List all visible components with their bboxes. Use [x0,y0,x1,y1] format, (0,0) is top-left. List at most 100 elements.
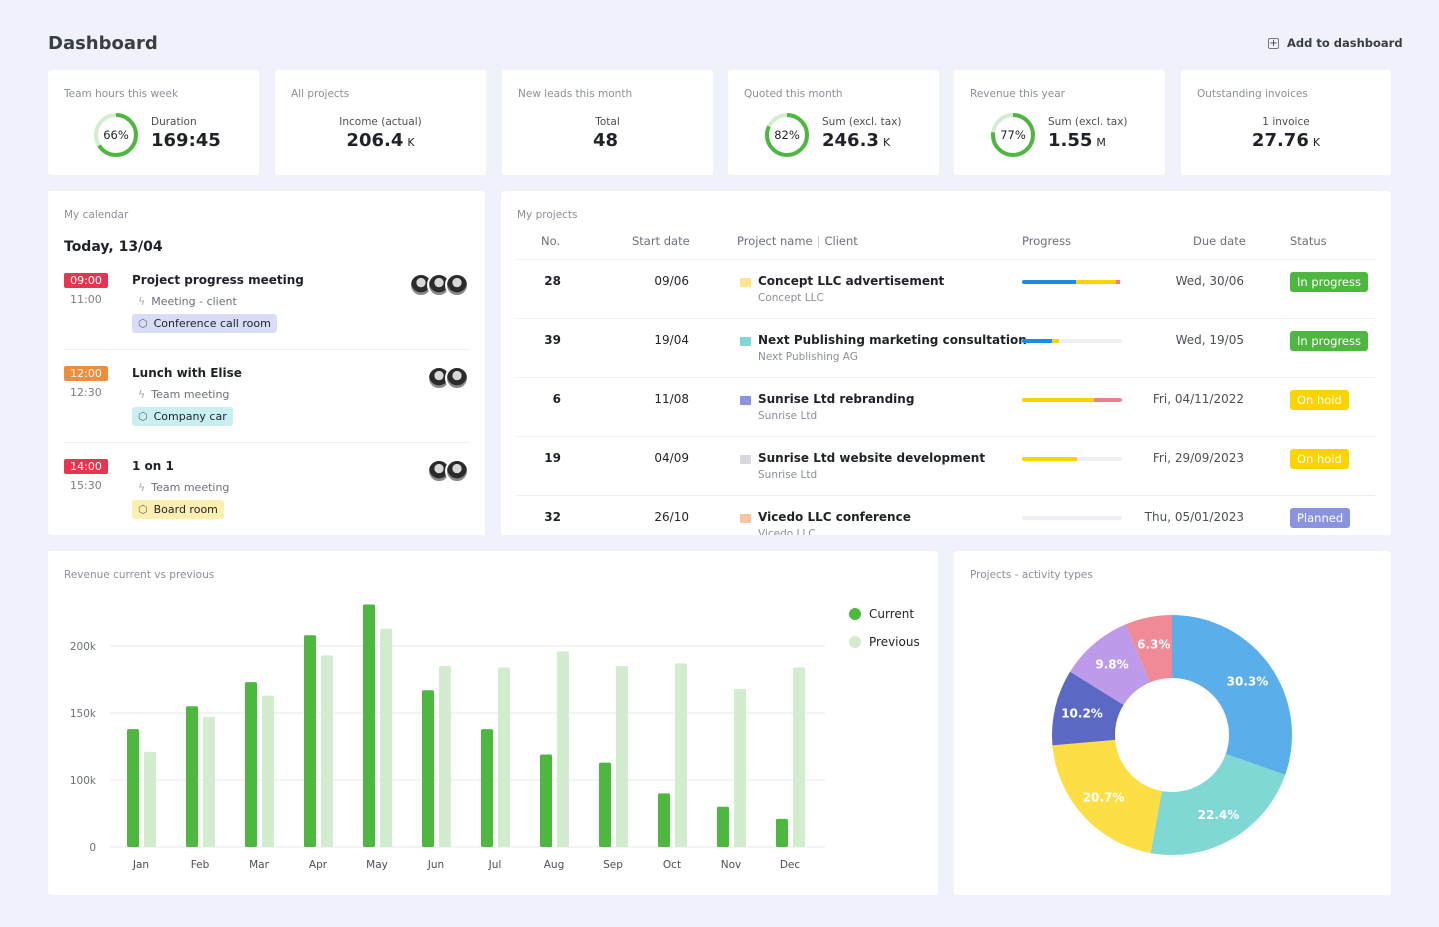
ring-label: 77% [1000,128,1026,142]
attendee-avatar[interactable] [445,273,469,297]
project-name[interactable]: Next Publishing marketing consultation [758,333,1027,347]
col-no[interactable]: No. [541,234,561,248]
x-tick-label: Feb [191,859,210,871]
bar-current-dec[interactable] [776,818,788,847]
kpi-card[interactable]: Outstanding invoices 1 invoice 27.76 K [1181,70,1391,175]
col-due-date[interactable]: Due date [1193,234,1246,248]
kpi-value: 169:45 [151,130,221,151]
project-name[interactable]: Concept LLC advertisement [758,274,945,288]
table-row[interactable]: 19 04/09 Sunrise Ltd website development… [517,436,1375,495]
col-project-name[interactable]: Project name | Client [737,234,858,248]
kpi-card[interactable]: Team hours this week 66% Duration 169:45 [48,70,259,175]
bar-current-mar[interactable] [245,682,257,847]
bar-previous-sep[interactable] [616,666,628,847]
kpi-card[interactable]: Quoted this month 82% Sum (excl. tax) 246.… [728,70,939,175]
event-title: Project progress meeting [132,273,304,287]
bar-previous-dec[interactable] [793,667,805,847]
bar-previous-may[interactable] [380,628,392,847]
calendar-event[interactable]: 09:00 11:00 Project progress meeting ϟ Me… [64,273,469,366]
kpi-title: Team hours this week [64,88,179,100]
kpi-title: Outstanding invoices [1197,88,1308,100]
table-row[interactable]: 28 09/06 Concept LLC advertisement Conce… [517,259,1375,318]
x-tick-label: Jun [427,859,444,871]
kpi-unit: K [882,136,891,149]
legend-label[interactable]: Current [869,607,914,621]
bar-previous-jan[interactable] [144,751,156,847]
bar-previous-jun[interactable] [439,666,451,847]
lightning-icon: ϟ [138,295,146,308]
kpi-label: Duration [151,116,197,128]
pie-slice[interactable] [1125,615,1172,683]
bar-current-jul[interactable] [481,729,493,847]
project-client: Concept LLC [758,292,824,304]
attendees [427,366,469,390]
x-tick-label: May [366,859,388,871]
col-start-date[interactable]: Start date [632,234,690,248]
calendar-event[interactable]: 12:00 12:30 Lunch with Elise ϟ Team meeti… [64,366,469,459]
bar-current-may[interactable] [363,604,375,847]
calendar-event[interactable]: 14:00 15:30 1 on 1 ϟ Team meeting ⬡ Board … [64,459,469,552]
bar-current-sep[interactable] [599,762,611,847]
activity-pie-card: Projects - activity types 30.3% 22.4% 20.7… [954,551,1391,895]
kpi-card[interactable]: Revenue this year 77% Sum (excl. tax) 1.55… [954,70,1165,175]
event-type: Meeting - client [151,295,237,308]
project-name[interactable]: Sunrise Ltd rebranding [758,392,915,406]
add-to-dashboard-label: Add to dashboard [1287,36,1403,50]
bar-previous-feb[interactable] [203,717,215,847]
kpi-label: 1 invoice [1262,116,1310,128]
bar-current-jun[interactable] [422,690,434,847]
pie-slice[interactable] [1052,671,1124,746]
bar-current-jan[interactable] [127,729,139,847]
briefcase-icon [740,455,751,464]
divider [64,442,469,443]
project-name[interactable]: Vicedo LLC conference [758,510,911,524]
pie-slice[interactable] [1172,615,1292,775]
project-name[interactable]: Sunrise Ltd website development [758,451,986,465]
bar-current-feb[interactable] [186,706,198,847]
slice-label: 22.4% [1198,808,1240,822]
project-no: 19 [544,451,561,465]
col-status[interactable]: Status [1290,234,1327,248]
status-badge: On hold [1290,449,1349,469]
legend-marker [849,608,861,620]
table-row[interactable]: 32 26/10 Vicedo LLC conference Vicedo LL… [517,495,1375,535]
kpi-card[interactable]: All projects Income (actual) 206.4 K [275,70,486,175]
kpi-title: Quoted this month [744,88,843,100]
event-room-tag[interactable]: ⬡ Conference call room [132,314,277,333]
bar-previous-apr[interactable] [321,655,333,847]
bar-current-nov[interactable] [717,806,729,847]
y-tick-label: 0 [89,842,96,854]
col-progress[interactable]: Progress [1022,234,1072,248]
event-room-tag[interactable]: ⬡ Company car [132,407,233,426]
attendee-avatar[interactable] [445,366,469,390]
event-room-tag[interactable]: ⬡ Board room [132,500,224,519]
x-tick-label: Dec [780,859,801,871]
attendee-avatar[interactable] [445,459,469,483]
bar-previous-oct[interactable] [675,663,687,847]
project-client: Next Publishing AG [758,351,858,363]
event-end-time: 15:30 [70,479,102,492]
bar-previous-jul[interactable] [498,667,510,847]
kpi-card[interactable]: New leads this month Total 48 [502,70,713,175]
pie-slice[interactable] [1070,624,1150,705]
bar-previous-mar[interactable] [262,695,274,847]
divider [64,349,469,350]
table-row[interactable]: 39 19/04 Next Publishing marketing consu… [517,318,1375,377]
bar-previous-nov[interactable] [734,688,746,847]
kpi-title: New leads this month [518,88,633,100]
progress-segment [1022,457,1077,461]
briefcase-icon [740,396,751,405]
bar-current-aug[interactable] [540,754,552,847]
pie-slice[interactable] [1150,753,1286,855]
bar-current-oct[interactable] [658,793,670,847]
pie-slice[interactable] [1052,739,1162,854]
y-tick-label: 100k [70,775,97,787]
progress-segment [1052,339,1059,343]
event-title: Lunch with Elise [132,366,242,380]
kpi-unit: K [407,136,415,149]
bar-current-apr[interactable] [304,635,316,847]
add-to-dashboard-button[interactable]: + Add to dashboard [1268,36,1403,50]
table-row[interactable]: 6 11/08 Sunrise Ltd rebranding Sunrise L… [517,377,1375,436]
bar-previous-aug[interactable] [557,651,569,847]
legend-label[interactable]: Previous [869,635,920,649]
